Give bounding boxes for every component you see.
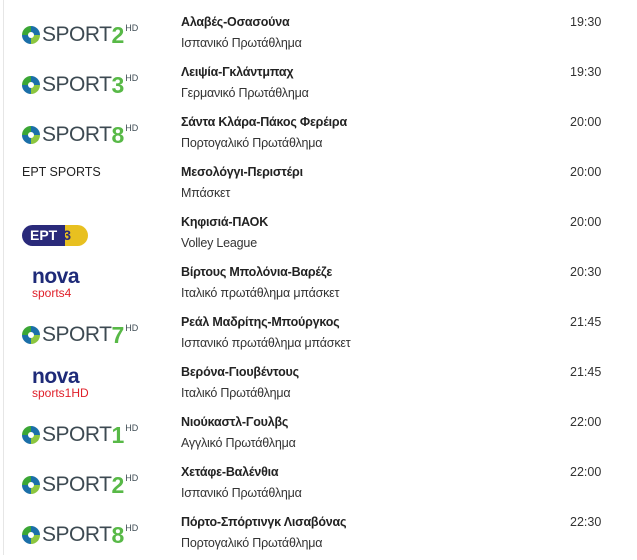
competition: Ισπανικό Πρωτάθλημα: [181, 36, 302, 50]
match-title[interactable]: Ρεάλ Μαδρίτης-Μπούργκος: [181, 315, 340, 329]
schedule-row[interactable]: SPORT 8 HD Πόρτο-Σπόρτινγκ Λισαβόνας Πορτογα…: [0, 510, 637, 560]
match-title[interactable]: Σάντα Κλάρα-Πάκος Φερέιρα: [181, 115, 347, 129]
match-time: 20:30: [570, 265, 602, 279]
cosmote-sport-icon: [22, 426, 40, 444]
schedule-row[interactable]: ΕΡΤ 3 Κηφισιά-ΠΑΟΚ Volley League 20:00: [0, 210, 637, 260]
schedule-row[interactable]: nova sports4 Βίρτους Μπολόνια-Βαρέζε Ιταλικ…: [0, 260, 637, 310]
match-title[interactable]: Μεσολόγγι-Περιστέρι: [181, 165, 303, 179]
match-time: 20:00: [570, 115, 602, 129]
schedule-row[interactable]: SPORT 8 HD Σάντα Κλάρα-Πάκος Φερέιρα Πορτογα…: [0, 110, 637, 160]
match-title[interactable]: Αλαβές-Οσασούνα: [181, 15, 290, 29]
schedule-row[interactable]: nova sports1HD Βερόνα-Γιουβέντους Ιταλικό Π…: [0, 360, 637, 410]
channel-logo-cosmote-sport: SPORT 7 HD: [22, 318, 162, 352]
schedule-row[interactable]: SPORT 3 HD Λειψία-Γκλάντμπαχ Γερμανικό Πρωτά…: [0, 60, 637, 110]
match-time: 19:30: [570, 65, 602, 79]
schedule-row[interactable]: SPORT 1 HD Νιούκαστλ-Γουλβς Αγγλικό Πρωτάθλη…: [0, 410, 637, 460]
match-title[interactable]: Κηφισιά-ΠΑΟΚ: [181, 215, 269, 229]
cosmote-sport-icon: [22, 476, 40, 494]
match-title[interactable]: Λειψία-Γκλάντμπαχ: [181, 65, 294, 79]
competition: Αγγλικό Πρωτάθλημα: [181, 436, 296, 450]
competition: Ιταλικό Πρωτάθλημα: [181, 386, 291, 400]
channel-name: ΕΡΤ SPORTS: [22, 165, 101, 179]
cosmote-sport-icon: [22, 126, 40, 144]
match-time: 19:30: [570, 15, 602, 29]
competition: Ισπανικό Πρωτάθλημα: [181, 486, 302, 500]
channel-logo-cosmote-sport: SPORT 8 HD: [22, 118, 162, 152]
schedule-row[interactable]: ΕΡΤ SPORTS Μεσολόγγι-Περιστέρι Μπάσκετ 20:0…: [0, 160, 637, 210]
match-title[interactable]: Νιούκαστλ-Γουλβς: [181, 415, 289, 429]
schedule-row[interactable]: SPORT 7 HD Ρεάλ Μαδρίτης-Μπούργκος Ισπανικό …: [0, 310, 637, 360]
match-time: 20:00: [570, 165, 602, 179]
channel-logo-nova: nova sports4: [32, 265, 80, 300]
match-time: 22:30: [570, 515, 602, 529]
match-time: 21:45: [570, 315, 602, 329]
left-border: [3, 0, 4, 555]
match-time: 21:45: [570, 365, 602, 379]
channel-logo-nova: nova sports1HD: [32, 365, 89, 400]
match-time: 20:00: [570, 215, 602, 229]
competition: Πορτογαλικό Πρωτάθλημα: [181, 136, 323, 150]
match-time: 22:00: [570, 465, 602, 479]
channel-logo-ert3: ΕΡΤ 3: [22, 218, 162, 252]
competition: Μπάσκετ: [181, 186, 231, 200]
competition: Ιταλικό πρωτάθλημα μπάσκετ: [181, 286, 340, 300]
channel-logo-cosmote-sport: SPORT 3 HD: [22, 68, 162, 102]
match-time: 22:00: [570, 415, 602, 429]
match-title[interactable]: Χετάφε-Βαλένθια: [181, 465, 279, 479]
competition: Γερμανικό Πρωτάθλημα: [181, 86, 309, 100]
match-title[interactable]: Βερόνα-Γιουβέντους: [181, 365, 299, 379]
schedule-row[interactable]: SPORT 2 HD Χετάφε-Βαλένθια Ισπανικό Πρωτάθλη…: [0, 460, 637, 510]
channel-logo-cosmote-sport: SPORT 8 HD: [22, 518, 162, 552]
cosmote-sport-icon: [22, 76, 40, 94]
match-title[interactable]: Πόρτο-Σπόρτινγκ Λισαβόνας: [181, 515, 347, 529]
competition: Ισπανικό πρωτάθλημα μπάσκετ: [181, 336, 351, 350]
channel-logo-cosmote-sport: SPORT 1 HD: [22, 418, 162, 452]
match-title[interactable]: Βίρτους Μπολόνια-Βαρέζε: [181, 265, 333, 279]
channel-logo-cosmote-sport: SPORT 2 HD: [22, 18, 162, 52]
competition: Πορτογαλικό Πρωτάθλημα: [181, 536, 323, 550]
schedule-row[interactable]: SPORT 2 HD Αλαβές-Οσασούνα Ισπανικό Πρωτάθλη…: [0, 10, 637, 60]
cosmote-sport-icon: [22, 526, 40, 544]
competition: Volley League: [181, 236, 257, 250]
channel-logo-cosmote-sport: SPORT 2 HD: [22, 468, 162, 502]
cosmote-sport-icon: [22, 326, 40, 344]
cosmote-sport-icon: [22, 26, 40, 44]
